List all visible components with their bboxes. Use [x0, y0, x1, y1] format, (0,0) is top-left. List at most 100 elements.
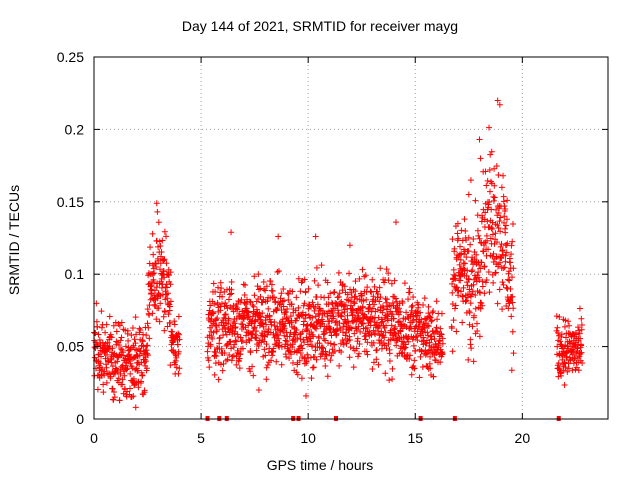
- data-point: [475, 269, 482, 276]
- data-point: [285, 296, 292, 303]
- data-point: [386, 357, 393, 364]
- data-point: [370, 359, 377, 366]
- data-point: [160, 268, 167, 275]
- data-point: [304, 351, 311, 358]
- data-point: [388, 322, 395, 329]
- data-point: [458, 227, 465, 234]
- data-point: [218, 345, 225, 352]
- data-point: [473, 320, 480, 327]
- data-point: [151, 292, 158, 299]
- data-point: [561, 381, 568, 388]
- data-point: [288, 351, 295, 358]
- data-point: [279, 298, 286, 305]
- data-point: [278, 307, 285, 314]
- data-point: [500, 281, 507, 288]
- data-point: [267, 357, 274, 364]
- data-point: [406, 289, 413, 296]
- data-point: [402, 341, 409, 348]
- data-point: [438, 310, 445, 317]
- data-point: [410, 293, 417, 300]
- data-point: [578, 315, 585, 322]
- data-point: [506, 277, 513, 284]
- data-point: [495, 171, 502, 178]
- data-point: [340, 323, 347, 330]
- data-point: [263, 283, 270, 290]
- data-point: [363, 324, 370, 331]
- data-point: [363, 296, 370, 303]
- data-point: [469, 323, 476, 330]
- data-point: [219, 326, 226, 333]
- data-point: [106, 313, 113, 320]
- data-point: [116, 322, 123, 329]
- data-point: [472, 291, 479, 298]
- data-point: [313, 356, 320, 363]
- data-point: [164, 295, 171, 302]
- data-point: [392, 219, 399, 226]
- data-point: [255, 271, 262, 278]
- data-point: [284, 306, 291, 313]
- data-point: [108, 334, 115, 341]
- data-point: [107, 373, 114, 380]
- data-point: [171, 361, 178, 368]
- data-point: [215, 284, 222, 291]
- data-point: [452, 275, 459, 282]
- data-point: [506, 300, 513, 307]
- data-point: [434, 347, 441, 354]
- data-point: [257, 313, 264, 320]
- data-point: [309, 299, 316, 306]
- data-point: [421, 325, 428, 332]
- data-point: [157, 300, 164, 307]
- data-point: [150, 251, 157, 258]
- data-point: [567, 357, 574, 364]
- data-point: [505, 276, 512, 283]
- data-point: [350, 364, 357, 371]
- data-point: [406, 356, 413, 363]
- data-point: [500, 172, 507, 179]
- data-point: [154, 295, 161, 302]
- data-point: [576, 305, 583, 312]
- data-point: [209, 335, 216, 342]
- data-point: [144, 306, 151, 313]
- data-point: [503, 249, 510, 256]
- data-point: [462, 298, 469, 305]
- data-point: [577, 351, 584, 358]
- data-point: [491, 182, 498, 189]
- data-point: [464, 282, 471, 289]
- data-point: [313, 264, 320, 271]
- data-point: [130, 393, 137, 400]
- data-point: [275, 335, 282, 342]
- data-point: [233, 361, 240, 368]
- data-point: [352, 288, 359, 295]
- data-point: [218, 285, 225, 292]
- data-point: [210, 310, 217, 317]
- data-point: [142, 358, 149, 365]
- data-point: [152, 260, 159, 267]
- data-point: [452, 302, 459, 309]
- data-point: [509, 293, 516, 300]
- data-point: [388, 280, 395, 287]
- data-point: [287, 329, 294, 336]
- data-point: [479, 283, 486, 290]
- data-point: [428, 318, 435, 325]
- plot-border: [93, 56, 609, 420]
- data-point: [335, 269, 342, 276]
- data-point: [408, 307, 415, 314]
- data-point: [507, 285, 514, 292]
- data-point: [342, 317, 349, 324]
- data-point: [346, 270, 353, 277]
- data-point: [465, 276, 472, 283]
- data-point: [224, 356, 231, 363]
- data-point: [289, 288, 296, 295]
- data-point: [280, 286, 287, 293]
- data-point: [383, 345, 390, 352]
- data-point: [118, 319, 125, 326]
- data-point: [144, 352, 151, 359]
- data-point: [137, 348, 144, 355]
- data-point: [449, 289, 456, 296]
- data-point: [509, 328, 516, 335]
- data-point: [470, 358, 477, 365]
- data-point: [450, 317, 457, 324]
- data-point: [100, 381, 107, 388]
- data-point: [297, 336, 304, 343]
- data-point: [399, 349, 406, 356]
